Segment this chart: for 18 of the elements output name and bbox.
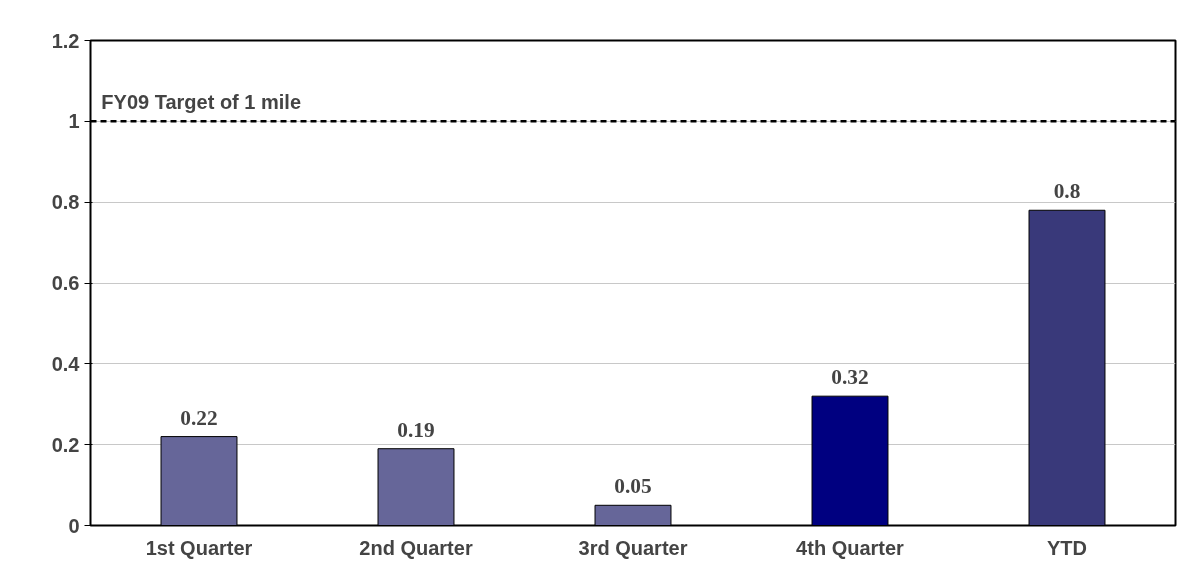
ref-line-label: FY09 Target of 1 mile: [101, 91, 302, 114]
y-tick-label: 0.2: [51, 433, 80, 456]
y-tick-label: 0.8: [51, 191, 80, 214]
x-tick-label: 2nd Quarter: [359, 536, 473, 559]
y-tick-label: 0.4: [51, 352, 81, 375]
data-label: 0.19: [397, 417, 435, 442]
data-label: 0.32: [831, 365, 869, 390]
x-tick-label: 1st Quarter: [145, 536, 253, 559]
x-tick-label: YTD: [1047, 536, 1087, 559]
data-label: 0.22: [180, 405, 218, 430]
y-tick-label: 0.6: [51, 272, 80, 294]
data-label: 0.05: [614, 474, 652, 499]
y-tick-label: 1.2: [51, 29, 80, 52]
x-tick-label: 3rd Quarter: [578, 536, 688, 559]
y-tick-label: 0: [68, 514, 80, 537]
x-tick-label: 4th Quarter: [796, 536, 905, 559]
data-label: 0.8: [1053, 179, 1081, 204]
y-tick-label: 1: [68, 110, 80, 133]
